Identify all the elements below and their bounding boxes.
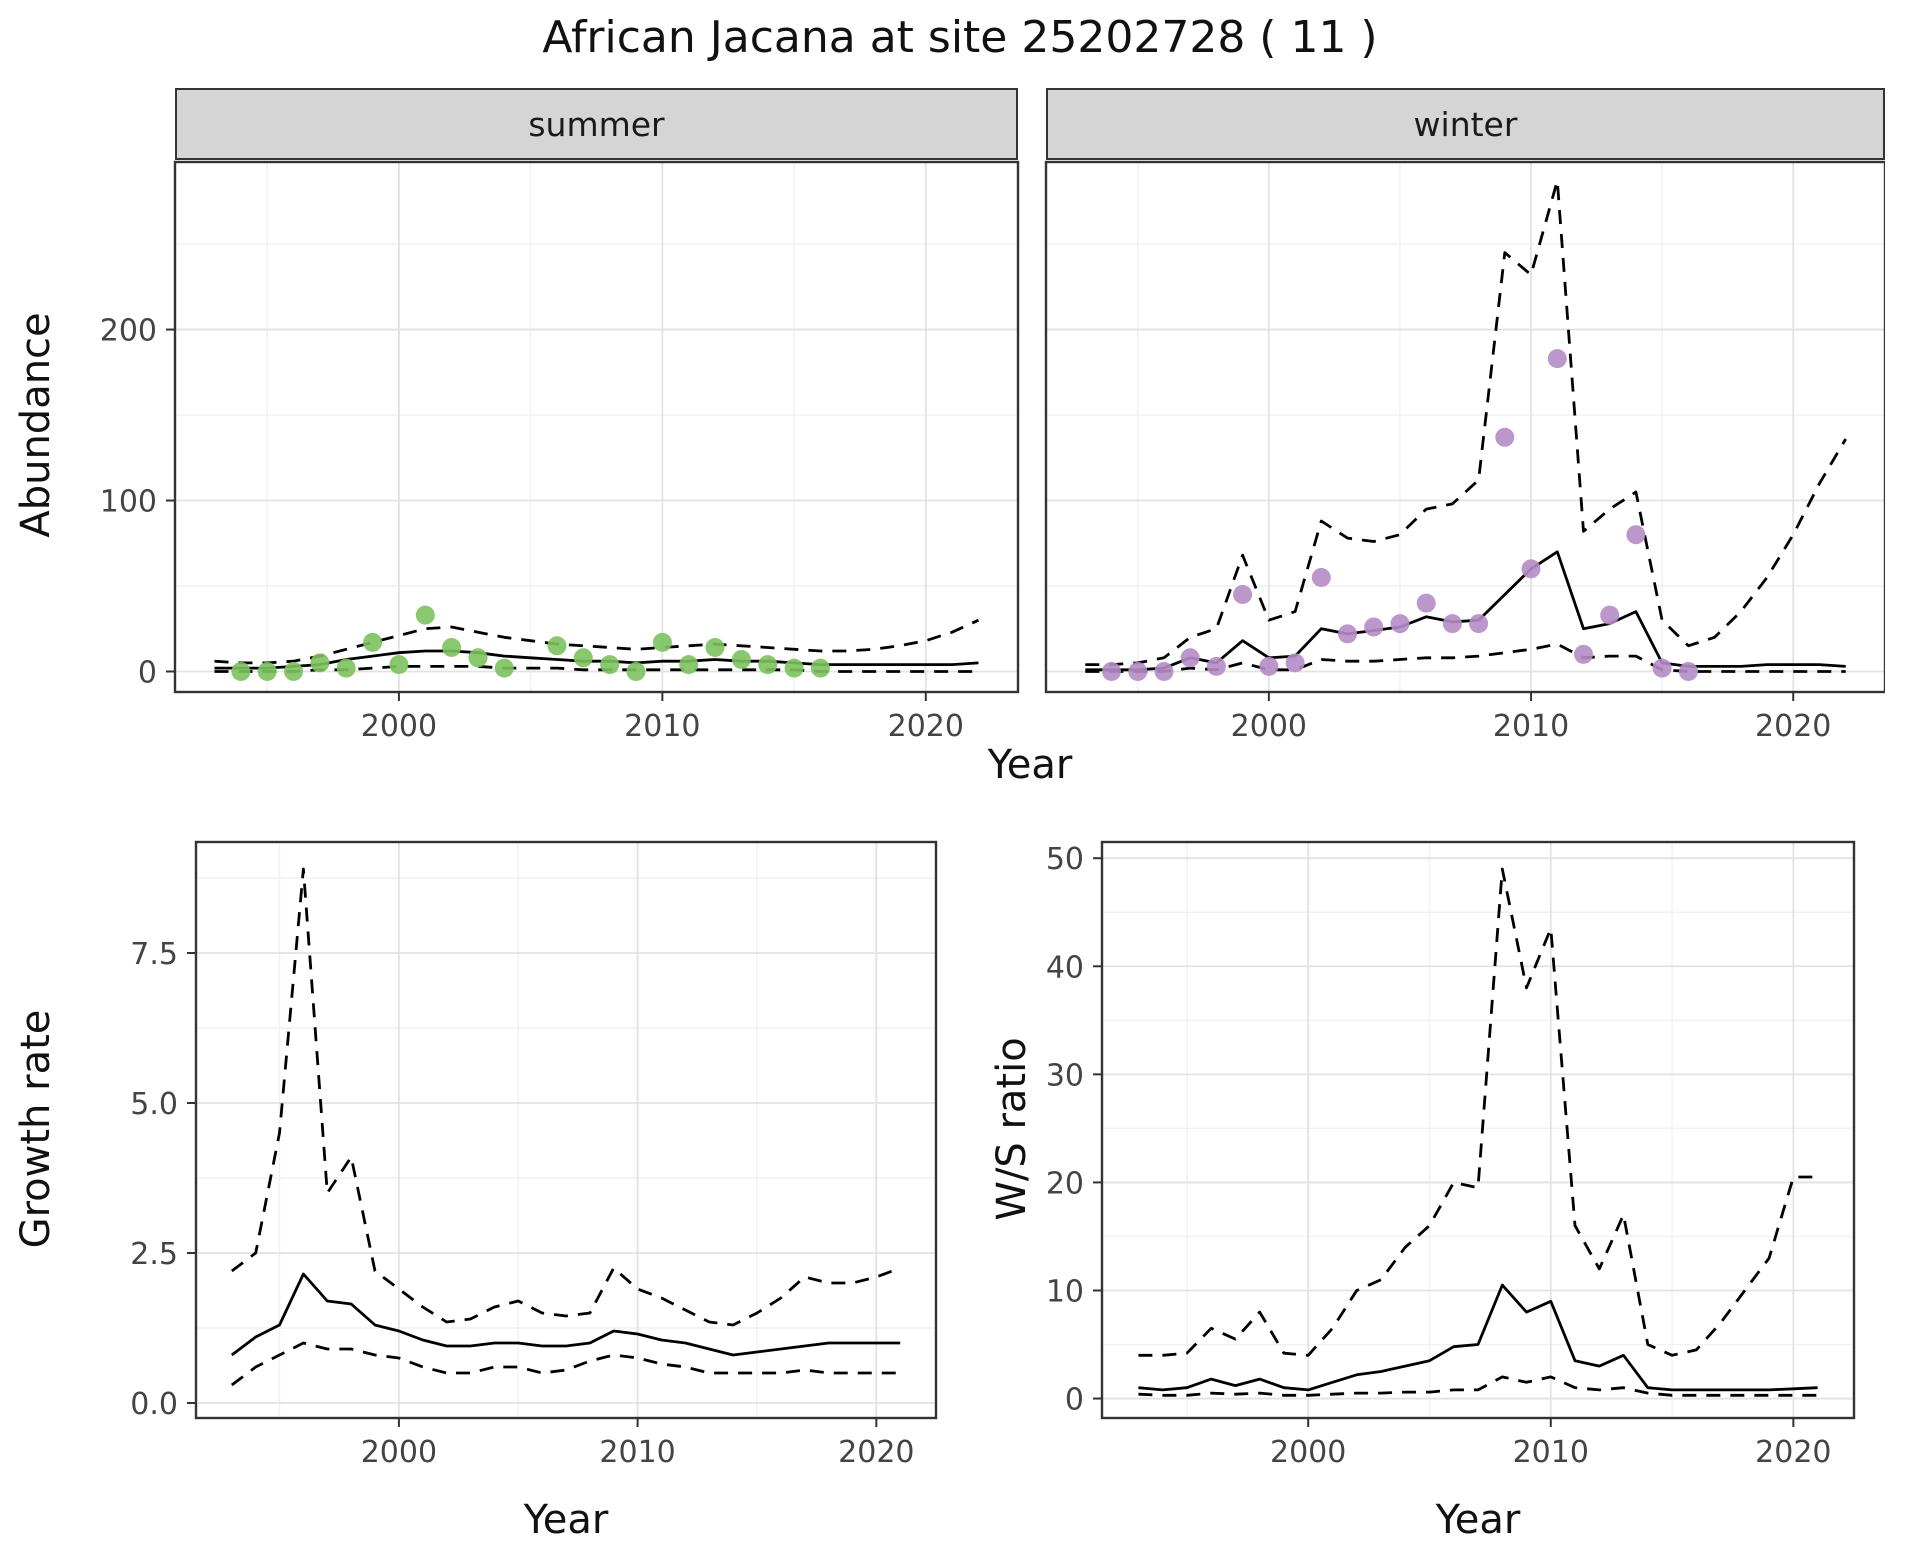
svg-text:2010: 2010 [1493,709,1569,744]
svg-text:0.0: 0.0 [130,1387,178,1422]
y-axis-label-growth-rate: Growth rate [13,1009,59,1249]
facet-strip-summer-label: summer [528,104,665,144]
svg-text:20: 20 [1046,1166,1084,1201]
svg-text:2000: 2000 [1231,709,1307,744]
svg-text:2000: 2000 [1270,1435,1346,1470]
panel-ws-ratio: 2000 2010 2020 0 10 20 30 40 50 [1046,840,1856,1470]
panel-growth-rate: 2000 2010 2020 0.0 2.5 5.0 7.5 [130,840,938,1470]
svg-text:2010: 2010 [1513,1435,1589,1470]
svg-text:50: 50 [1046,842,1084,877]
svg-text:2020: 2020 [888,709,964,744]
facet-strip-winter: winter [1046,88,1885,160]
svg-text:2000: 2000 [361,709,437,744]
svg-text:40: 40 [1046,950,1084,985]
svg-text:10: 10 [1046,1274,1084,1309]
x-axis-label-year-ws: Year [1435,1497,1521,1543]
svg-text:2010: 2010 [624,709,700,744]
svg-text:2020: 2020 [838,1435,914,1470]
facet-strip-winter-label: winter [1413,104,1518,144]
svg-text:5.0: 5.0 [130,1087,178,1122]
svg-text:2020: 2020 [1755,1435,1831,1470]
facet-strip-summer: summer [175,88,1018,160]
svg-text:2000: 2000 [361,1435,437,1470]
svg-text:0: 0 [138,655,157,690]
x-axis-label-year-top: Year [987,742,1073,788]
svg-text:2.5: 2.5 [130,1237,178,1272]
svg-text:2010: 2010 [599,1435,675,1470]
y-axis-label-abundance: Abundance [13,312,59,538]
svg-text:2020: 2020 [1755,709,1831,744]
chart-title: African Jacana at site 25202728 ( 11 ) [542,12,1378,63]
svg-text:0: 0 [1065,1383,1084,1418]
panel-abundance-winter: 2000 2010 2020 [1044,160,1885,744]
panel-abundance-summer: 2000 2010 2020 0 100 200 [100,160,1020,744]
x-axis-label-year-growth: Year [523,1497,609,1543]
svg-text:100: 100 [100,485,157,520]
svg-text:200: 200 [100,314,157,349]
svg-text:7.5: 7.5 [130,937,178,972]
svg-text:30: 30 [1046,1058,1084,1093]
